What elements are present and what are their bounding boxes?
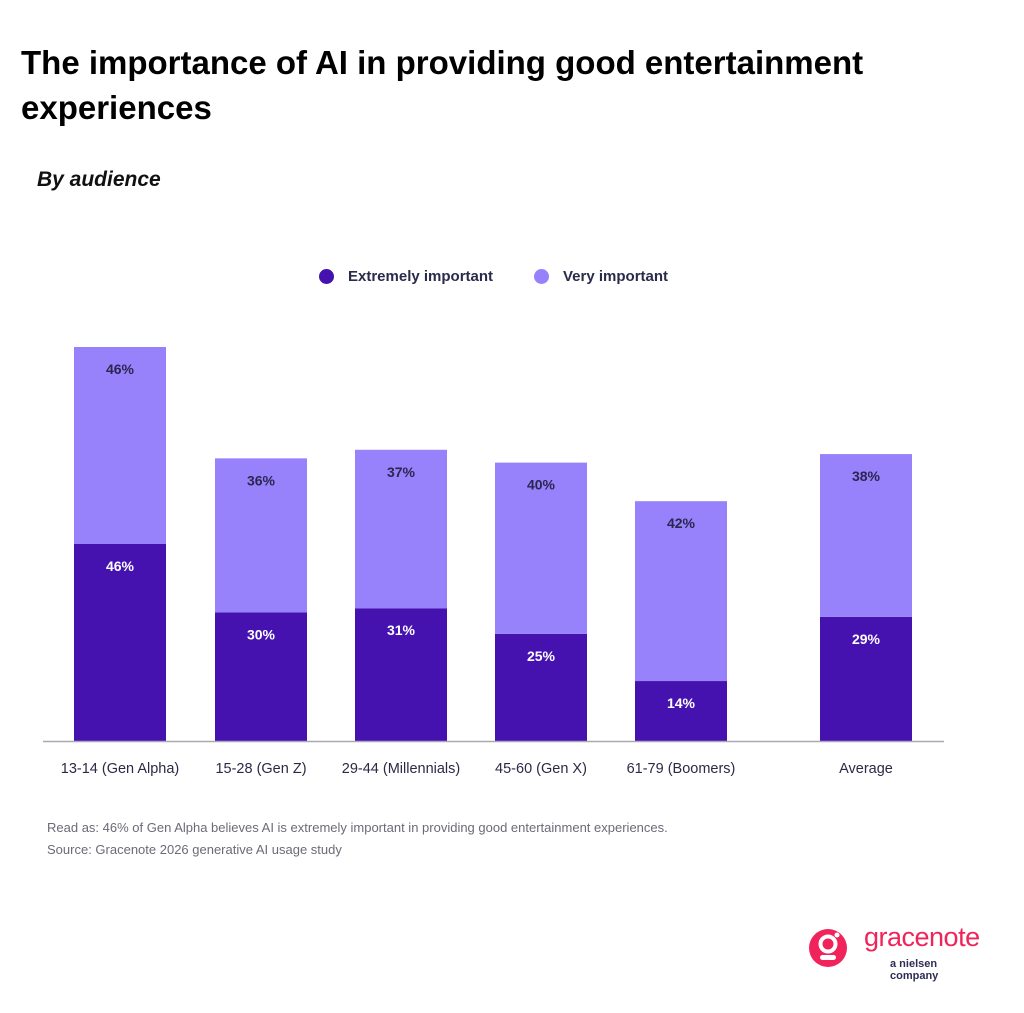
source-note: Source: Gracenote 2026 generative AI usa… — [47, 842, 342, 857]
read-as-note: Read as: 46% of Gen Alpha believes AI is… — [47, 820, 668, 835]
logo-wordmark: gracenote — [864, 922, 980, 952]
bar-segment-very-important — [820, 454, 912, 617]
data-label: 46% — [106, 558, 135, 574]
x-tick-label: 61-79 (Boomers) — [627, 761, 736, 777]
legend-label: Very important — [563, 268, 669, 285]
data-label: 38% — [852, 468, 881, 484]
legend: Extremely important Very important — [0, 268, 1024, 294]
gracenote-logo: gracenote a nielsen company — [808, 922, 988, 982]
data-label: 25% — [527, 648, 556, 664]
x-tick-label: 29-44 (Millennials) — [342, 761, 460, 777]
legend-item-very-important: Very important — [534, 268, 668, 285]
data-label: 14% — [667, 695, 696, 711]
gracenote-logo-icon — [809, 929, 847, 967]
bar-segment-extremely-important — [355, 608, 447, 741]
data-label: 42% — [667, 515, 696, 531]
bar-segment-extremely-important — [820, 616, 912, 741]
chart-subtitle: By audience — [37, 168, 161, 191]
bar-segment-very-important — [495, 462, 587, 634]
legend-swatch-extremely-important-icon — [319, 269, 334, 284]
bar-segment-very-important — [74, 347, 166, 544]
legend-label: Extremely important — [348, 268, 494, 285]
data-label: 46% — [106, 361, 135, 377]
data-label: 37% — [387, 464, 416, 480]
x-tick-label: Average — [839, 761, 893, 777]
x-tick-label: 13-14 (Gen Alpha) — [61, 761, 180, 777]
x-tick-label: 15-28 (Gen Z) — [215, 761, 306, 777]
bar-segment-extremely-important — [495, 633, 587, 741]
legend-item-extremely-important: Extremely important — [319, 268, 493, 285]
x-tick-label: 45-60 (Gen X) — [495, 761, 587, 777]
logo-tagline: a nielsen company — [890, 958, 939, 982]
chart-title: The importance of AI in providing good e… — [21, 44, 864, 126]
stacked-bar-chart: 46% 46% 13-14 (Gen Alpha) 30% 36% 15-28 (Gen … — [43, 347, 944, 777]
legend-swatch-very-important-icon — [534, 269, 549, 284]
bar-segment-extremely-important — [74, 544, 166, 741]
bar-segment-extremely-important — [635, 681, 727, 741]
bar-segment-very-important — [215, 458, 307, 613]
data-label: 30% — [247, 627, 276, 643]
data-label: 36% — [247, 472, 276, 488]
bar-segment-very-important — [635, 501, 727, 682]
data-label: 29% — [852, 631, 881, 647]
data-label: 40% — [527, 477, 556, 493]
data-label: 31% — [387, 622, 416, 638]
bar-segment-extremely-important — [215, 612, 307, 741]
bar-segment-very-important — [355, 449, 447, 609]
